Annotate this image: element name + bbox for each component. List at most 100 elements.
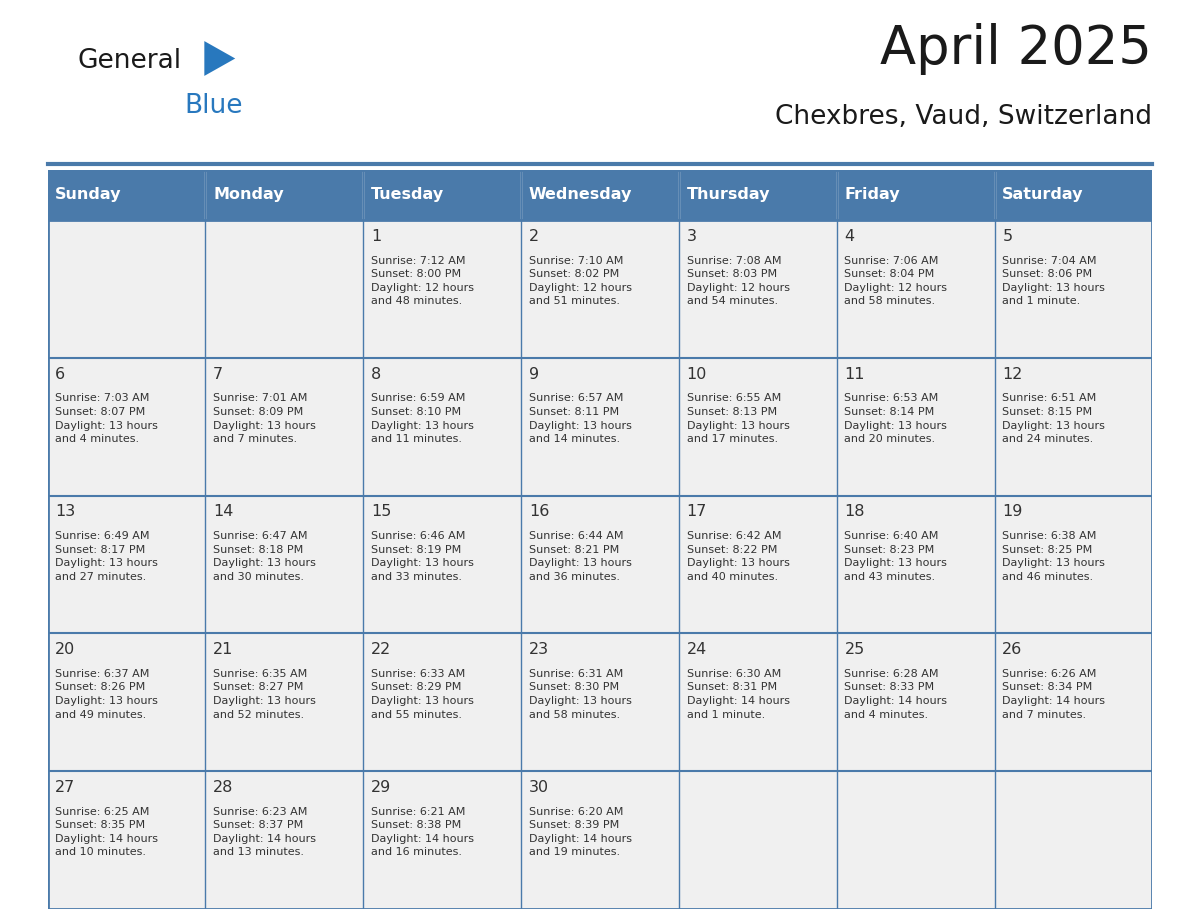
Text: Sunrise: 7:08 AM
Sunset: 8:03 PM
Daylight: 12 hours
and 54 minutes.: Sunrise: 7:08 AM Sunset: 8:03 PM Dayligh… — [687, 255, 790, 307]
Text: 3: 3 — [687, 229, 696, 244]
Text: 13: 13 — [56, 505, 76, 520]
Bar — [522, 220, 678, 358]
Text: 10: 10 — [687, 366, 707, 382]
Bar — [678, 358, 836, 496]
Text: Chexbres, Vaud, Switzerland: Chexbres, Vaud, Switzerland — [776, 104, 1152, 129]
Text: Sunrise: 7:04 AM
Sunset: 8:06 PM
Daylight: 13 hours
and 1 minute.: Sunrise: 7:04 AM Sunset: 8:06 PM Dayligh… — [1003, 255, 1105, 307]
Text: 24: 24 — [687, 643, 707, 657]
Bar — [206, 771, 364, 909]
Text: Sunrise: 6:37 AM
Sunset: 8:26 PM
Daylight: 13 hours
and 49 minutes.: Sunrise: 6:37 AM Sunset: 8:26 PM Dayligh… — [56, 669, 158, 720]
Text: Tuesday: Tuesday — [371, 187, 444, 203]
Text: Sunrise: 6:35 AM
Sunset: 8:27 PM
Daylight: 13 hours
and 52 minutes.: Sunrise: 6:35 AM Sunset: 8:27 PM Dayligh… — [213, 669, 316, 720]
Bar — [836, 633, 994, 771]
Text: Saturday: Saturday — [1003, 187, 1083, 203]
Bar — [364, 220, 522, 358]
Text: Sunrise: 6:30 AM
Sunset: 8:31 PM
Daylight: 14 hours
and 1 minute.: Sunrise: 6:30 AM Sunset: 8:31 PM Dayligh… — [687, 669, 790, 720]
Text: 30: 30 — [529, 780, 549, 795]
Text: Sunrise: 7:10 AM
Sunset: 8:02 PM
Daylight: 12 hours
and 51 minutes.: Sunrise: 7:10 AM Sunset: 8:02 PM Dayligh… — [529, 255, 632, 307]
Text: 9: 9 — [529, 366, 539, 382]
Text: 8: 8 — [371, 366, 381, 382]
Text: 7: 7 — [213, 366, 223, 382]
Text: Sunrise: 7:03 AM
Sunset: 8:07 PM
Daylight: 13 hours
and 4 minutes.: Sunrise: 7:03 AM Sunset: 8:07 PM Dayligh… — [56, 393, 158, 444]
Bar — [364, 496, 522, 633]
Bar — [678, 633, 836, 771]
Bar — [522, 771, 678, 909]
Bar — [836, 170, 994, 220]
Bar — [206, 170, 364, 220]
Text: Sunrise: 6:57 AM
Sunset: 8:11 PM
Daylight: 13 hours
and 14 minutes.: Sunrise: 6:57 AM Sunset: 8:11 PM Dayligh… — [529, 393, 632, 444]
Text: 25: 25 — [845, 643, 865, 657]
Bar — [994, 220, 1152, 358]
Bar — [994, 496, 1152, 633]
Text: 14: 14 — [213, 505, 234, 520]
Text: Thursday: Thursday — [687, 187, 770, 203]
Text: 20: 20 — [56, 643, 76, 657]
Text: 11: 11 — [845, 366, 865, 382]
Text: Friday: Friday — [845, 187, 901, 203]
Bar — [836, 771, 994, 909]
Bar — [678, 170, 836, 220]
Text: 23: 23 — [529, 643, 549, 657]
Bar — [48, 496, 206, 633]
Bar — [48, 771, 206, 909]
Text: Sunrise: 6:23 AM
Sunset: 8:37 PM
Daylight: 14 hours
and 13 minutes.: Sunrise: 6:23 AM Sunset: 8:37 PM Dayligh… — [213, 807, 316, 857]
Text: 27: 27 — [56, 780, 76, 795]
Text: Wednesday: Wednesday — [529, 187, 632, 203]
Bar — [522, 496, 678, 633]
Text: Monday: Monday — [213, 187, 284, 203]
Bar — [206, 220, 364, 358]
Bar — [994, 771, 1152, 909]
Text: 28: 28 — [213, 780, 234, 795]
Text: Sunrise: 6:31 AM
Sunset: 8:30 PM
Daylight: 13 hours
and 58 minutes.: Sunrise: 6:31 AM Sunset: 8:30 PM Dayligh… — [529, 669, 632, 720]
Bar — [994, 633, 1152, 771]
Text: Sunrise: 6:59 AM
Sunset: 8:10 PM
Daylight: 13 hours
and 11 minutes.: Sunrise: 6:59 AM Sunset: 8:10 PM Dayligh… — [371, 393, 474, 444]
Bar — [364, 358, 522, 496]
Bar — [48, 170, 206, 220]
Text: Sunrise: 6:51 AM
Sunset: 8:15 PM
Daylight: 13 hours
and 24 minutes.: Sunrise: 6:51 AM Sunset: 8:15 PM Dayligh… — [1003, 393, 1105, 444]
Text: 17: 17 — [687, 505, 707, 520]
Text: 12: 12 — [1003, 366, 1023, 382]
Text: Sunrise: 6:42 AM
Sunset: 8:22 PM
Daylight: 13 hours
and 40 minutes.: Sunrise: 6:42 AM Sunset: 8:22 PM Dayligh… — [687, 531, 790, 582]
Bar — [206, 633, 364, 771]
Bar — [836, 358, 994, 496]
Text: 16: 16 — [529, 505, 549, 520]
Text: 4: 4 — [845, 229, 854, 244]
Polygon shape — [204, 41, 235, 76]
Bar — [206, 358, 364, 496]
Text: 29: 29 — [371, 780, 391, 795]
Text: 21: 21 — [213, 643, 234, 657]
Text: Sunrise: 6:49 AM
Sunset: 8:17 PM
Daylight: 13 hours
and 27 minutes.: Sunrise: 6:49 AM Sunset: 8:17 PM Dayligh… — [56, 531, 158, 582]
Bar — [522, 633, 678, 771]
Text: Blue: Blue — [184, 94, 242, 119]
Bar — [48, 358, 206, 496]
Bar — [678, 771, 836, 909]
Text: Sunrise: 6:55 AM
Sunset: 8:13 PM
Daylight: 13 hours
and 17 minutes.: Sunrise: 6:55 AM Sunset: 8:13 PM Dayligh… — [687, 393, 790, 444]
Text: Sunrise: 6:26 AM
Sunset: 8:34 PM
Daylight: 14 hours
and 7 minutes.: Sunrise: 6:26 AM Sunset: 8:34 PM Dayligh… — [1003, 669, 1105, 720]
Text: Sunrise: 6:53 AM
Sunset: 8:14 PM
Daylight: 13 hours
and 20 minutes.: Sunrise: 6:53 AM Sunset: 8:14 PM Dayligh… — [845, 393, 947, 444]
Text: Sunrise: 6:46 AM
Sunset: 8:19 PM
Daylight: 13 hours
and 33 minutes.: Sunrise: 6:46 AM Sunset: 8:19 PM Dayligh… — [371, 531, 474, 582]
Text: Sunrise: 6:28 AM
Sunset: 8:33 PM
Daylight: 14 hours
and 4 minutes.: Sunrise: 6:28 AM Sunset: 8:33 PM Dayligh… — [845, 669, 947, 720]
Bar — [836, 496, 994, 633]
Bar — [48, 633, 206, 771]
Text: Sunrise: 7:01 AM
Sunset: 8:09 PM
Daylight: 13 hours
and 7 minutes.: Sunrise: 7:01 AM Sunset: 8:09 PM Dayligh… — [213, 393, 316, 444]
Text: Sunrise: 6:38 AM
Sunset: 8:25 PM
Daylight: 13 hours
and 46 minutes.: Sunrise: 6:38 AM Sunset: 8:25 PM Dayligh… — [1003, 531, 1105, 582]
Text: April 2025: April 2025 — [880, 23, 1152, 74]
Text: 22: 22 — [371, 643, 391, 657]
Bar — [364, 633, 522, 771]
Bar — [678, 496, 836, 633]
Text: 6: 6 — [56, 366, 65, 382]
Text: Sunrise: 6:20 AM
Sunset: 8:39 PM
Daylight: 14 hours
and 19 minutes.: Sunrise: 6:20 AM Sunset: 8:39 PM Dayligh… — [529, 807, 632, 857]
Text: Sunrise: 7:06 AM
Sunset: 8:04 PM
Daylight: 12 hours
and 58 minutes.: Sunrise: 7:06 AM Sunset: 8:04 PM Dayligh… — [845, 255, 947, 307]
Bar — [522, 358, 678, 496]
Text: 15: 15 — [371, 505, 391, 520]
Text: 26: 26 — [1003, 643, 1023, 657]
Bar — [48, 220, 206, 358]
Bar — [678, 220, 836, 358]
Text: Sunrise: 6:40 AM
Sunset: 8:23 PM
Daylight: 13 hours
and 43 minutes.: Sunrise: 6:40 AM Sunset: 8:23 PM Dayligh… — [845, 531, 947, 582]
Text: Sunrise: 6:25 AM
Sunset: 8:35 PM
Daylight: 14 hours
and 10 minutes.: Sunrise: 6:25 AM Sunset: 8:35 PM Dayligh… — [56, 807, 158, 857]
Text: 1: 1 — [371, 229, 381, 244]
Bar — [364, 170, 522, 220]
Text: General: General — [77, 48, 182, 73]
Text: 2: 2 — [529, 229, 539, 244]
Text: Sunrise: 6:44 AM
Sunset: 8:21 PM
Daylight: 13 hours
and 36 minutes.: Sunrise: 6:44 AM Sunset: 8:21 PM Dayligh… — [529, 531, 632, 582]
